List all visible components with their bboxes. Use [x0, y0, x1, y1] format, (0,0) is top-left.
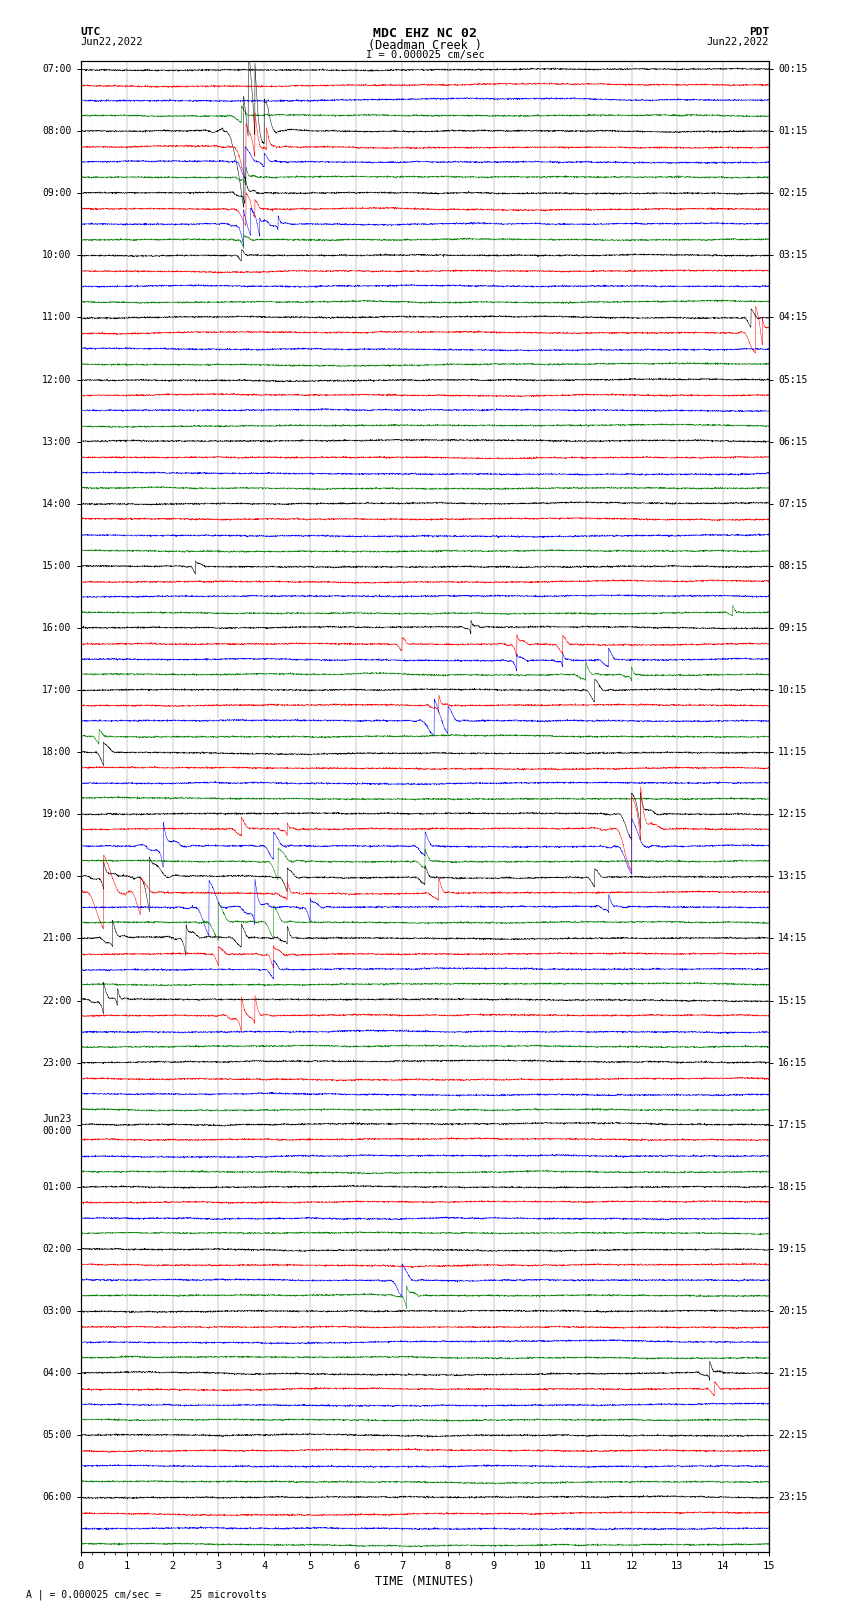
- Text: UTC: UTC: [81, 27, 101, 37]
- Text: Jun22,2022: Jun22,2022: [706, 37, 769, 47]
- Text: PDT: PDT: [749, 27, 769, 37]
- X-axis label: TIME (MINUTES): TIME (MINUTES): [375, 1574, 475, 1587]
- Text: MDC EHZ NC 02: MDC EHZ NC 02: [373, 27, 477, 40]
- Text: Jun22,2022: Jun22,2022: [81, 37, 144, 47]
- Text: I = 0.000025 cm/sec: I = 0.000025 cm/sec: [366, 50, 484, 60]
- Text: (Deadman Creek ): (Deadman Creek ): [368, 39, 482, 52]
- Text: A | = 0.000025 cm/sec =     25 microvolts: A | = 0.000025 cm/sec = 25 microvolts: [26, 1589, 266, 1600]
